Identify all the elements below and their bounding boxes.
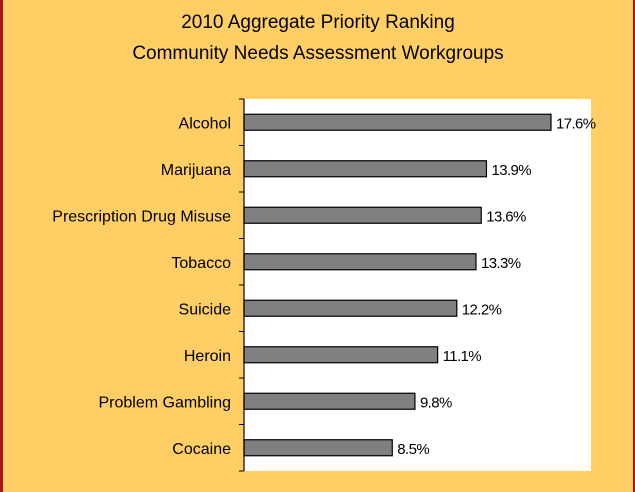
data-label: 11.1% xyxy=(443,348,482,365)
data-label: 13.6% xyxy=(486,208,526,225)
bar-cocaine xyxy=(243,439,393,457)
bar-prescription-drug-misuse xyxy=(243,206,482,224)
data-label: 13.3% xyxy=(481,255,521,272)
bar-chart: Alcohol 17.6% Marijuana 13.9% Prescription D… xyxy=(52,98,596,472)
chart-title: 2010 Aggregate Priority Ranking xyxy=(181,12,455,33)
category-label: Alcohol xyxy=(179,115,231,132)
category-label: Marijuana xyxy=(161,162,231,179)
bar-tobacco xyxy=(243,253,477,271)
bar-marijuana xyxy=(243,160,488,178)
category-label: Heroin xyxy=(184,348,231,365)
category-label: Suicide xyxy=(179,301,232,318)
data-label: 12.2% xyxy=(462,301,502,318)
bar-problem-gambling xyxy=(243,392,416,410)
plot-area xyxy=(244,99,591,471)
chart-subtitle: Community Needs Assessment Workgroups xyxy=(132,43,504,64)
bar-heroin xyxy=(243,346,439,364)
data-label: 9.8% xyxy=(420,394,452,411)
data-label: 8.5% xyxy=(397,441,429,458)
data-label: 17.6% xyxy=(556,115,596,132)
category-label: Cocaine xyxy=(172,441,231,458)
bar-alcohol xyxy=(243,113,552,131)
category-label: Prescription Drug Misuse xyxy=(52,208,231,225)
data-label: 13.9% xyxy=(491,162,531,179)
category-label: Problem Gambling xyxy=(99,394,232,411)
category-label: Tobacco xyxy=(171,255,231,272)
bar-suicide xyxy=(243,299,458,317)
